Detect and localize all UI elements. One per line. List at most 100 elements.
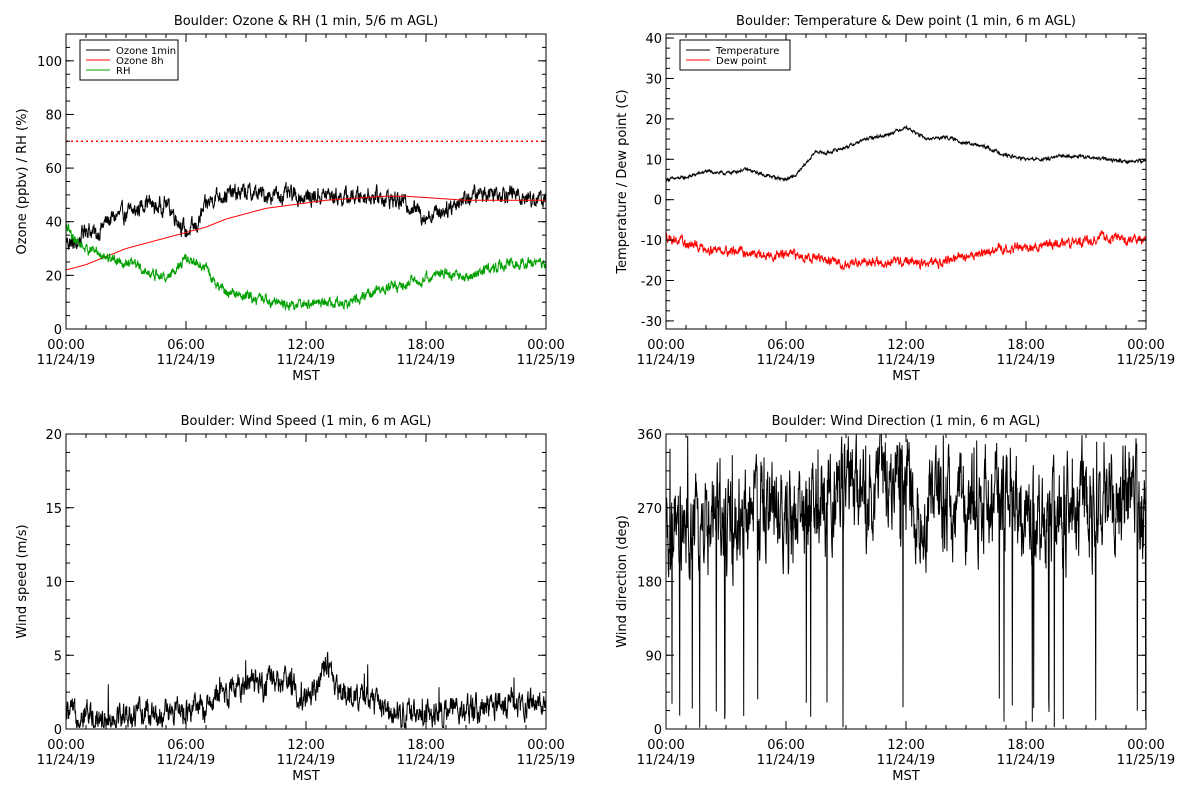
chart-panel-4: Boulder: Wind Direction (1 min, 6 m AGL)… — [615, 414, 1175, 784]
plot-frame — [65, 433, 547, 730]
y-tick-label: -10 — [641, 234, 662, 249]
legend-entry: Dew point — [716, 56, 767, 67]
x-tick-date-label: 11/25/19 — [517, 753, 575, 768]
x-tick-time-label: 18:00 — [1007, 738, 1044, 753]
y-tick-label: 360 — [637, 428, 662, 443]
x-tick-date-label: 11/24/19 — [37, 753, 95, 768]
y-axis-label: Ozone (ppbv) / RH (%) — [15, 108, 30, 254]
y-tick-label: -30 — [641, 315, 662, 330]
x-tick-date-label: 11/24/19 — [637, 353, 695, 368]
x-tick-time-label: 06:00 — [167, 738, 204, 753]
y-tick-label: 180 — [637, 576, 662, 591]
x-tick-time-label: 00:00 — [1127, 738, 1164, 753]
x-tick-date-label: 11/25/19 — [1117, 753, 1175, 768]
y-tick-label: 60 — [45, 162, 62, 177]
x-tick-time-label: 12:00 — [887, 738, 924, 753]
x-tick-date-label: 11/24/19 — [157, 353, 215, 368]
y-tick-label: 80 — [45, 108, 62, 123]
chart-panel-2: Boulder: Temperature & Dew point (1 min,… — [615, 14, 1175, 384]
x-tick-time-label: 00:00 — [1127, 338, 1164, 353]
x-tick-time-label: 00:00 — [47, 338, 84, 353]
x-tick-time-label: 18:00 — [1007, 338, 1044, 353]
y-tick-label: 5 — [54, 649, 62, 664]
chart-title: Boulder: Ozone & RH (1 min, 5/6 m AGL) — [174, 14, 438, 29]
plot-data-area — [666, 124, 1146, 271]
x-tick-date-label: 11/24/19 — [637, 753, 695, 768]
x-tick-time-label: 00:00 — [527, 738, 564, 753]
y-tick-label: 20 — [45, 428, 62, 443]
y-tick-label: 0 — [54, 723, 62, 738]
x-axis-label: MST — [292, 369, 319, 384]
y-tick-label: 0 — [654, 194, 662, 209]
y-tick-label: 20 — [45, 269, 62, 284]
x-tick-date-label: 11/24/19 — [157, 753, 215, 768]
x-tick-time-label: 00:00 — [47, 738, 84, 753]
x-tick-date-label: 11/24/19 — [997, 353, 1055, 368]
y-tick-label: 40 — [45, 216, 62, 231]
x-tick-date-label: 11/24/19 — [397, 753, 455, 768]
x-tick-date-label: 11/24/19 — [397, 353, 455, 368]
x-tick-date-label: 11/24/19 — [277, 753, 335, 768]
x-tick-date-label: 11/25/19 — [1117, 353, 1175, 368]
x-tick-time-label: 18:00 — [407, 738, 444, 753]
chart-panel-1: Boulder: Ozone & RH (1 min, 5/6 m AGL) 0 2… — [15, 14, 575, 384]
chart-title: Boulder: Wind Speed (1 min, 6 m AGL) — [181, 414, 432, 429]
x-axis-label: MST — [892, 769, 919, 784]
y-tick-label: 10 — [45, 576, 62, 591]
x-tick-date-label: 11/24/19 — [37, 353, 95, 368]
x-tick-time-label: 00:00 — [647, 738, 684, 753]
x-tick-time-label: 12:00 — [887, 338, 924, 353]
x-tick-date-label: 11/25/19 — [517, 353, 575, 368]
legend-entry: Ozone 1min — [116, 46, 176, 57]
plot-data-area — [666, 434, 1146, 728]
x-tick-date-label: 11/24/19 — [877, 353, 935, 368]
x-tick-time-label: 06:00 — [767, 338, 804, 353]
series-line-rh — [66, 223, 546, 312]
y-tick-label: 30 — [645, 72, 662, 87]
y-tick-label: 0 — [654, 723, 662, 738]
y-tick-label: 0 — [54, 323, 62, 338]
legend-entry: Temperature — [715, 46, 779, 57]
y-tick-label: 270 — [637, 502, 662, 517]
x-axis-label: MST — [292, 769, 319, 784]
series-line-ozone-8h — [66, 195, 546, 271]
x-tick-date-label: 11/24/19 — [757, 353, 815, 368]
x-tick-time-label: 06:00 — [167, 338, 204, 353]
y-axis-label: Wind direction (deg) — [615, 515, 630, 648]
y-axis-label: Temperature / Dew point (C) — [615, 89, 630, 274]
x-tick-time-label: 06:00 — [767, 738, 804, 753]
y-tick-label: -20 — [641, 275, 662, 290]
plot-data-area — [66, 140, 546, 312]
legend-entry: Ozone 8h — [116, 56, 164, 67]
legend-box — [679, 39, 791, 71]
chart-panel-3: Boulder: Wind Speed (1 min, 6 m AGL) 0 5 10… — [15, 414, 575, 784]
y-tick-label: 20 — [645, 113, 662, 128]
y-tick-label: 40 — [645, 32, 662, 47]
x-tick-date-label: 11/24/19 — [997, 753, 1055, 768]
legend-entry: RH — [116, 66, 130, 77]
y-axis-label: Wind speed (m/s) — [15, 524, 30, 638]
x-axis-label: MST — [892, 369, 919, 384]
y-tick-label: 90 — [645, 649, 662, 664]
x-tick-date-label: 11/24/19 — [277, 353, 335, 368]
y-tick-label: 100 — [37, 55, 62, 70]
series-line-data-1 — [66, 651, 546, 729]
series-line-temperature — [666, 124, 1146, 183]
x-tick-time-label: 12:00 — [287, 738, 324, 753]
plot-frame — [665, 33, 1147, 330]
series-line-dew-point — [666, 230, 1146, 271]
chart-title: Boulder: Temperature & Dew point (1 min,… — [736, 14, 1076, 29]
x-tick-date-label: 11/24/19 — [757, 753, 815, 768]
series-line-ozone-1min — [66, 182, 546, 251]
x-tick-time-label: 00:00 — [527, 338, 564, 353]
series-line-data-1 — [666, 434, 1146, 728]
x-tick-time-label: 00:00 — [647, 338, 684, 353]
x-tick-date-label: 11/24/19 — [877, 753, 935, 768]
y-tick-label: 15 — [45, 502, 62, 517]
y-tick-label: 10 — [645, 153, 662, 168]
chart-title: Boulder: Wind Direction (1 min, 6 m AGL) — [772, 414, 1041, 429]
